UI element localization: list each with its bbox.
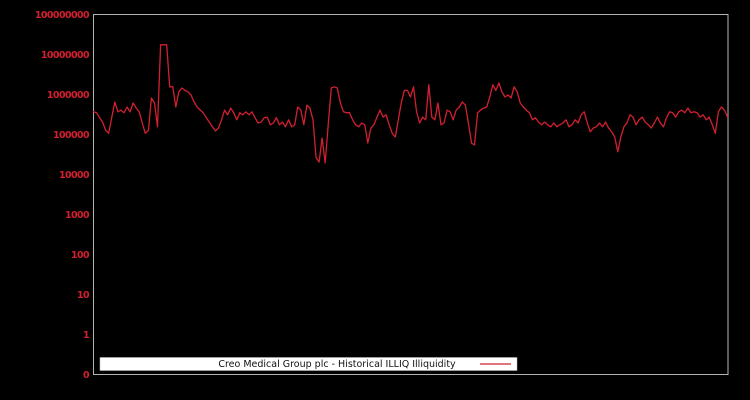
y-tick-label: 1 bbox=[83, 330, 89, 341]
y-tick-label: 10000 bbox=[59, 170, 90, 181]
legend-box bbox=[99, 357, 518, 371]
y-tick-label: 1000000 bbox=[47, 90, 90, 101]
y-tick-label: 100000000 bbox=[35, 10, 90, 21]
legend-label: Creo Medical Group plc - Historical ILLI… bbox=[218, 359, 456, 370]
plot-border bbox=[93, 14, 729, 375]
series-line bbox=[92, 44, 729, 164]
y-tick-label: 0 bbox=[83, 370, 90, 381]
y-tick-label: 100000 bbox=[53, 130, 90, 141]
y-tick-label: 1000 bbox=[65, 210, 90, 221]
y-tick-label: 10 bbox=[77, 290, 90, 301]
y-tick-label: 100 bbox=[71, 250, 90, 261]
legend: Creo Medical Group plc - Historical ILLI… bbox=[99, 357, 518, 371]
plot-area: 1000000001000000010000001000001000010001… bbox=[35, 10, 729, 381]
y-tick-label: 10000000 bbox=[41, 50, 90, 61]
